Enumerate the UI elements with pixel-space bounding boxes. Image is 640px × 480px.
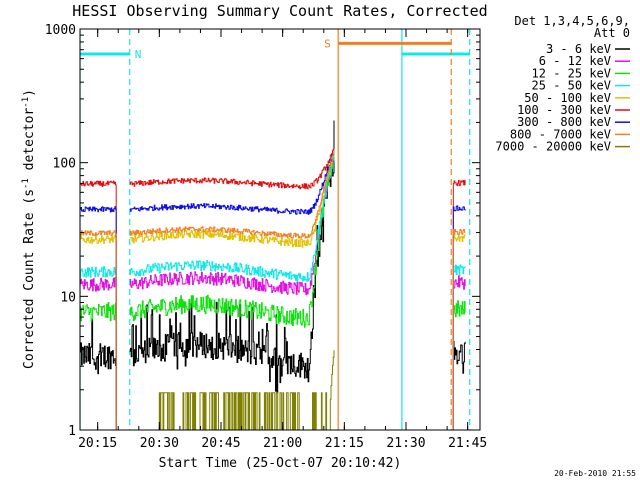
- date-stamp: 20-Feb-2010 21:55: [554, 469, 636, 478]
- y-tick-label: 10: [60, 290, 76, 305]
- y-axis-label-main: Corrected Count Rate (s: [22, 189, 37, 369]
- series-line: [452, 179, 466, 430]
- series-line: [129, 149, 335, 239]
- series-line: [80, 230, 117, 430]
- legend-header-attenuator: Att 0: [594, 26, 630, 40]
- legend-label: 6 - 12 keV: [539, 54, 611, 68]
- series-line: [129, 151, 335, 283]
- y-tick-label: 100: [53, 157, 76, 172]
- legend-label: 25 - 50 keV: [532, 79, 611, 93]
- series-line: [158, 350, 335, 430]
- legend-label: 12 - 25 keV: [532, 66, 611, 80]
- x-axis: 20:15 20:30 20:45 21:00 21:15 21:30 21:45: [78, 29, 487, 451]
- data-layer: NS: [80, 29, 471, 430]
- x-tick-label: 20:30: [140, 436, 179, 451]
- series-line: [80, 180, 117, 430]
- legend-label: 7000 - 20000 keV: [495, 140, 611, 154]
- series-line: [80, 302, 117, 430]
- series-line: [452, 205, 466, 430]
- series-line: [452, 300, 466, 430]
- series-line: [129, 156, 335, 328]
- legend-label: 800 - 7000 keV: [510, 127, 611, 141]
- series-line: [129, 120, 335, 394]
- x-tick-label: 20:15: [78, 436, 117, 451]
- saa-label: S: [324, 37, 331, 50]
- y-axis-label: Corrected Count Rate (s-1 detector-1): [21, 89, 37, 369]
- series-line: [452, 264, 466, 430]
- series-line: [129, 148, 335, 295]
- series-line: [80, 277, 117, 430]
- x-tick-label: 20:45: [201, 436, 240, 451]
- series-line: [129, 153, 335, 248]
- legend-header-detectors: Det 1,3,4,5,6,9,: [514, 14, 630, 28]
- series-line: [452, 233, 466, 430]
- legend-label: 100 - 300 keV: [517, 103, 611, 117]
- legend-label: 3 - 6 keV: [546, 42, 611, 56]
- y-axis: 1 10 100 1000: [45, 23, 480, 439]
- y-axis-label-sup1: -1: [21, 178, 31, 189]
- series-line: [452, 275, 466, 430]
- y-axis-label-end: ): [22, 89, 37, 97]
- x-tick-label: 21:15: [325, 436, 364, 451]
- legend-label: 50 - 100 keV: [524, 91, 611, 105]
- x-axis-label: Start Time (25-Oct-07 20:10:42): [159, 456, 402, 471]
- x-tick-label: 21:45: [448, 436, 487, 451]
- series-line: [452, 228, 466, 430]
- night-label: N: [135, 48, 142, 61]
- x-tick-label: 21:30: [386, 436, 425, 451]
- y-axis-label-mid: detector: [22, 108, 37, 179]
- series-layer: [80, 120, 466, 430]
- y-tick-label: 1: [68, 424, 76, 439]
- plot-frame: [79, 28, 481, 431]
- x-tick-label: 21:00: [263, 436, 302, 451]
- series-line: [80, 319, 117, 430]
- legend-label: 300 - 800 keV: [517, 115, 611, 129]
- series-line: [80, 266, 117, 430]
- y-axis-label-sup2: -1: [21, 97, 31, 108]
- series-line: [80, 234, 117, 430]
- chart-title: HESSI Observing Summary Count Rates, Cor…: [72, 2, 487, 20]
- series-line: [452, 340, 466, 430]
- series-line: [80, 206, 117, 430]
- series-line: [129, 152, 335, 215]
- series-line: [129, 148, 334, 190]
- y-tick-label: 1000: [45, 23, 76, 38]
